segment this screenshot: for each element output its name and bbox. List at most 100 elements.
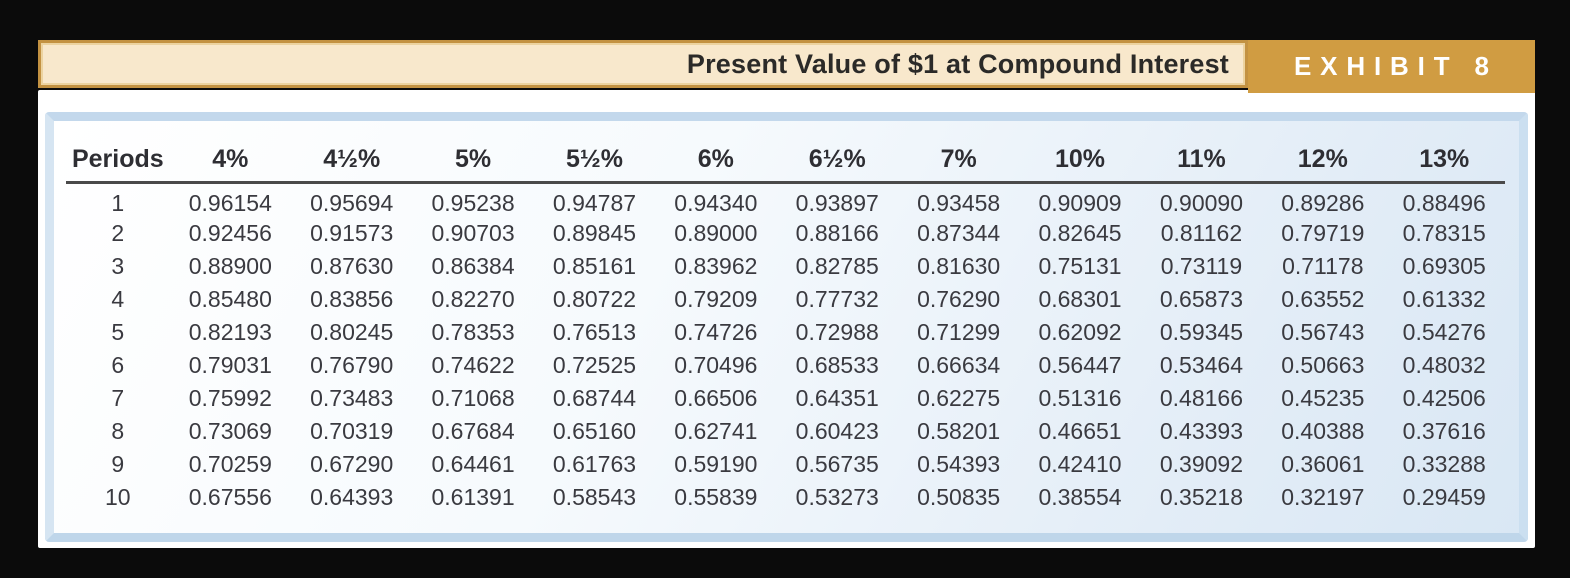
present-value-cell: 0.88900	[188, 253, 272, 279]
present-value-cell: 0.78315	[1402, 220, 1486, 246]
present-value-cell: 0.80722	[552, 286, 637, 312]
period-cell: 10	[105, 484, 131, 510]
present-value-cell: 0.59345	[1159, 319, 1243, 345]
present-value-cell: 0.71068	[431, 385, 515, 411]
present-value-cell: 0.58201	[917, 418, 1001, 444]
present-value-cell: 0.53464	[1159, 352, 1243, 378]
present-value-cell: 0.78353	[431, 319, 515, 345]
present-value-cell: 0.56447	[1038, 352, 1122, 378]
present-value-cell: 0.94340	[674, 190, 758, 216]
present-value-cell: 0.42410	[1038, 451, 1122, 477]
table-row: 9 0.70259 0.67290 0.64461 0.61763 0.59190 0.56…	[66, 448, 1505, 481]
period-cell: 9	[111, 451, 125, 477]
present-value-cell: 0.89000	[674, 220, 758, 246]
table-row: 6 0.79031 0.76790 0.74622 0.72525 0.70496 0.68…	[66, 349, 1505, 382]
table-body: 1 0.96154 0.95694 0.95238 0.94787 0.94340 0.93…	[66, 183, 1505, 515]
exhibit-sheet: Periods 4% 4½% 5% 5½% 6% 6½% 7% 10% 11% 12% 13% 1 0.…	[38, 90, 1535, 548]
table-row: 10 0.67556 0.64393 0.61391 0.58543 0.55839 0.5…	[66, 481, 1505, 514]
exhibit-header: Present Value of $1 at Compound Interest…	[38, 40, 1535, 94]
exhibit-tab: EXHIBIT 8	[1248, 40, 1535, 93]
present-value-cell: 0.51316	[1038, 385, 1122, 411]
present-value-cell: 0.62092	[1038, 319, 1122, 345]
present-value-table: Periods 4% 4½% 5% 5½% 6% 6½% 7% 10% 11% 12% 13% 1 0.…	[66, 143, 1505, 514]
table-row: 8 0.73069 0.70319 0.67684 0.65160 0.62741 0.60…	[66, 415, 1505, 448]
present-value-cell: 0.88496	[1402, 190, 1486, 216]
present-value-cell: 0.69305	[1402, 253, 1486, 279]
present-value-cell: 0.64393	[310, 484, 394, 510]
present-value-cell: 0.90703	[431, 220, 515, 246]
present-value-cell: 0.77732	[795, 286, 879, 312]
present-value-cell: 0.61763	[552, 451, 637, 477]
present-value-cell: 0.90909	[1038, 190, 1122, 216]
present-value-cell: 0.83856	[310, 286, 394, 312]
present-value-cell: 0.61391	[431, 484, 515, 510]
present-value-cell: 0.74726	[674, 319, 758, 345]
table-row: 7 0.75992 0.73483 0.71068 0.68744 0.66506 0.64…	[66, 382, 1505, 415]
present-value-cell: 0.90090	[1159, 190, 1243, 216]
table-row: 5 0.82193 0.80245 0.78353 0.76513 0.74726 0.72…	[66, 316, 1505, 349]
present-value-cell: 0.89286	[1281, 190, 1365, 216]
table-row: 3 0.88900 0.87630 0.86384 0.85161 0.83962 0.82…	[66, 250, 1505, 283]
present-value-cell: 0.67290	[310, 451, 394, 477]
present-value-cell: 0.56743	[1281, 319, 1365, 345]
present-value-cell: 0.46651	[1038, 418, 1122, 444]
present-value-cell: 0.32197	[1281, 484, 1365, 510]
present-value-cell: 0.68744	[552, 385, 637, 411]
present-value-cell: 0.36061	[1281, 451, 1365, 477]
present-value-cell: 0.40388	[1281, 418, 1365, 444]
column-header-rate: 13%	[1383, 143, 1505, 184]
column-header-rate: 6½%	[776, 143, 898, 184]
exhibit-title: Present Value of $1 at Compound Interest	[686, 48, 1229, 79]
present-value-cell: 0.82785	[795, 253, 879, 279]
column-header-periods: Periods	[66, 143, 170, 184]
present-value-cell: 0.54276	[1402, 319, 1486, 345]
present-value-cell: 0.50663	[1281, 352, 1365, 378]
present-value-cell: 0.70259	[188, 451, 272, 477]
present-value-cell: 0.94787	[552, 190, 637, 216]
present-value-cell: 0.81162	[1160, 220, 1243, 246]
present-value-cell: 0.65160	[552, 418, 637, 444]
column-header-rate: 4½%	[290, 143, 413, 184]
present-value-cell: 0.63552	[1281, 286, 1365, 312]
present-value-cell: 0.70319	[310, 418, 394, 444]
present-value-cell: 0.58543	[552, 484, 637, 510]
present-value-cell: 0.33288	[1402, 451, 1486, 477]
present-value-cell: 0.95238	[431, 190, 515, 216]
present-value-cell: 0.60423	[795, 418, 879, 444]
present-value-cell: 0.73483	[310, 385, 394, 411]
present-value-cell: 0.64461	[431, 451, 515, 477]
period-cell: 8	[111, 418, 125, 444]
period-cell: 2	[111, 220, 125, 246]
present-value-cell: 0.59190	[674, 451, 758, 477]
present-value-cell: 0.43393	[1159, 418, 1243, 444]
period-cell: 6	[111, 352, 125, 378]
present-value-cell: 0.82645	[1038, 220, 1122, 246]
present-value-cell: 0.66506	[674, 385, 758, 411]
present-value-cell: 0.95694	[310, 190, 394, 216]
present-value-cell: 0.80245	[310, 319, 394, 345]
present-value-cell: 0.89845	[552, 220, 637, 246]
present-value-cell: 0.55839	[674, 484, 758, 510]
present-value-cell: 0.93458	[917, 190, 1001, 216]
present-value-cell: 0.92456	[188, 220, 272, 246]
present-value-cell: 0.87630	[310, 253, 394, 279]
present-value-cell: 0.72525	[552, 352, 637, 378]
present-value-cell: 0.87344	[917, 220, 1001, 246]
present-value-cell: 0.83962	[674, 253, 758, 279]
present-value-cell: 0.76290	[917, 286, 1001, 312]
present-value-cell: 0.73069	[188, 418, 272, 444]
period-cell: 3	[111, 253, 125, 279]
column-header-rate: 6%	[655, 143, 777, 184]
present-value-cell: 0.67684	[431, 418, 515, 444]
column-header-rate: 4%	[169, 143, 291, 184]
present-value-cell: 0.37616	[1402, 418, 1486, 444]
present-value-cell: 0.50835	[917, 484, 1001, 510]
exhibit-label: EXHIBIT 8	[1294, 51, 1498, 81]
present-value-cell: 0.68301	[1038, 286, 1122, 312]
period-cell: 1	[111, 190, 125, 216]
present-value-cell: 0.71299	[917, 319, 1001, 345]
present-value-cell: 0.29459	[1402, 484, 1486, 510]
present-value-cell: 0.76513	[552, 319, 637, 345]
present-value-cell: 0.88166	[795, 220, 879, 246]
column-header-rate: 7%	[897, 143, 1020, 184]
